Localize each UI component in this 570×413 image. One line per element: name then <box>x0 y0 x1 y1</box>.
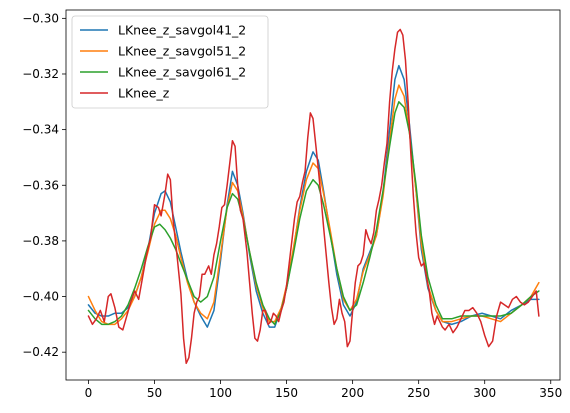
legend-label: LKnee_z_savgol61_2 <box>118 65 246 80</box>
series-line-2 <box>87 101 540 326</box>
legend-box <box>71 15 269 109</box>
y-tick-label: −0.42 <box>22 345 59 359</box>
x-tick-label: 150 <box>275 386 298 400</box>
x-tick-label: 50 <box>147 386 162 400</box>
x-tick-label: 300 <box>473 386 496 400</box>
y-tick-label: −0.36 <box>22 178 59 192</box>
plot-lines <box>87 28 540 365</box>
y-tick-label: −0.34 <box>22 123 59 137</box>
legend-items: LKnee_z_savgol41_2 LKnee_z_savgol51_2 LKne… <box>80 23 246 101</box>
legend: LKnee_z_savgol41_2 LKnee_z_savgol51_2 LKne… <box>71 15 269 109</box>
x-tick-label: 100 <box>209 386 232 400</box>
y-tick-label: −0.40 <box>22 290 59 304</box>
x-tick-label: 250 <box>407 386 430 400</box>
y-axis-ticks: −0.42 −0.40 −0.38 −0.36 −0.34 −0.32 −0.30 <box>22 11 66 359</box>
axes-frame <box>65 9 561 381</box>
legend-label: LKnee_z_savgol41_2 <box>118 23 246 38</box>
series-line-3 <box>87 28 540 365</box>
x-tick-label: 200 <box>341 386 364 400</box>
legend-label: LKnee_z <box>118 86 170 101</box>
x-tick-label: 350 <box>539 386 562 400</box>
y-tick-label: −0.32 <box>22 67 59 81</box>
y-tick-label: −0.30 <box>22 11 59 25</box>
x-axis-ticks: 0 50 100 150 200 250 300 350 <box>85 380 562 400</box>
x-tick-label: 0 <box>85 386 93 400</box>
legend-label: LKnee_z_savgol51_2 <box>118 44 246 59</box>
y-tick-label: −0.38 <box>22 234 59 248</box>
